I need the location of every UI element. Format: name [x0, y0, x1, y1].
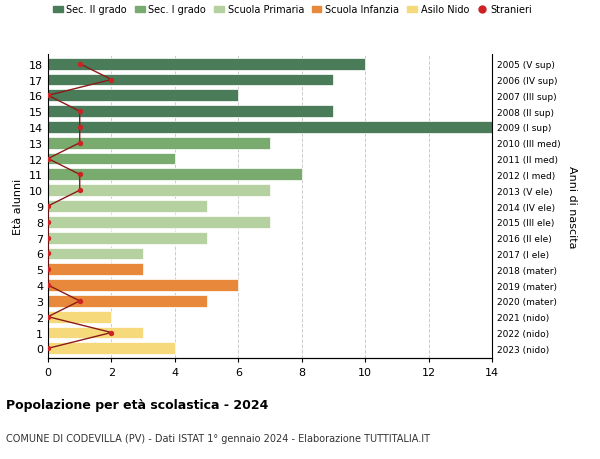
Bar: [48, 59, 365, 71]
Point: [43, 156, 53, 163]
Point: [107, 77, 116, 84]
Point: [75, 124, 85, 131]
Text: Popolazione per età scolastica - 2024: Popolazione per età scolastica - 2024: [6, 398, 268, 412]
Bar: [48, 327, 143, 339]
Point: [43, 313, 53, 321]
Y-axis label: Anni di nascita: Anni di nascita: [567, 165, 577, 248]
Point: [75, 171, 85, 179]
Bar: [48, 216, 270, 228]
Bar: [48, 264, 143, 275]
Point: [43, 92, 53, 100]
Bar: [48, 295, 206, 307]
Point: [43, 282, 53, 289]
Point: [43, 203, 53, 210]
Point: [75, 297, 85, 305]
Bar: [48, 232, 206, 244]
Text: COMUNE DI CODEVILLA (PV) - Dati ISTAT 1° gennaio 2024 - Elaborazione TUTTITALIA.: COMUNE DI CODEVILLA (PV) - Dati ISTAT 1°…: [6, 433, 430, 442]
Bar: [48, 90, 238, 102]
Bar: [48, 153, 175, 165]
Bar: [48, 280, 238, 291]
Bar: [48, 138, 270, 149]
Point: [43, 250, 53, 257]
Point: [43, 345, 53, 352]
Bar: [48, 248, 143, 260]
Bar: [48, 185, 270, 197]
Point: [75, 187, 85, 195]
Point: [43, 235, 53, 242]
Y-axis label: Età alunni: Età alunni: [13, 179, 23, 235]
Bar: [48, 74, 334, 86]
Bar: [48, 122, 492, 134]
Point: [43, 266, 53, 274]
Point: [75, 140, 85, 147]
Point: [75, 61, 85, 68]
Point: [43, 218, 53, 226]
Bar: [48, 311, 112, 323]
Legend: Sec. II grado, Sec. I grado, Scuola Primaria, Scuola Infanzia, Asilo Nido, Stran: Sec. II grado, Sec. I grado, Scuola Prim…: [53, 6, 532, 16]
Bar: [48, 201, 206, 213]
Bar: [48, 169, 302, 181]
Point: [75, 108, 85, 116]
Bar: [48, 342, 175, 354]
Bar: [48, 106, 334, 118]
Point: [107, 329, 116, 336]
